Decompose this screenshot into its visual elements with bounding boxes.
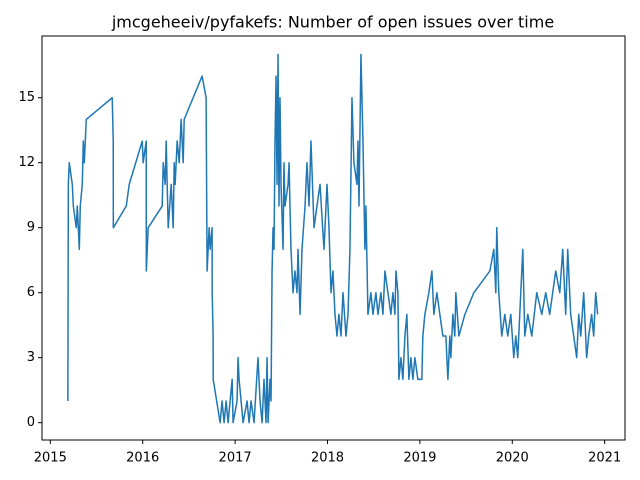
x-tick-label: 2020	[496, 451, 529, 466]
plot-frame	[41, 35, 626, 441]
chart-title: jmcgeheeiv/pyfakefs: Number of open issu…	[111, 13, 554, 32]
y-tick-label: 3	[27, 350, 35, 365]
y-tick-label: 12	[18, 155, 35, 170]
x-tick-label: 2016	[126, 451, 159, 466]
y-tick-label: 6	[27, 285, 35, 300]
x-tick-label: 2018	[311, 451, 344, 466]
x-tick-label: 2017	[219, 451, 252, 466]
y-tick-label: 0	[27, 415, 35, 430]
y-tick-label: 9	[27, 220, 35, 235]
y-tick-label: 15	[18, 90, 35, 105]
x-tick-label: 2015	[34, 451, 67, 466]
x-tick-label: 2019	[403, 451, 436, 466]
line	[67, 53, 599, 424]
x-tick-label: 2021	[588, 451, 621, 466]
